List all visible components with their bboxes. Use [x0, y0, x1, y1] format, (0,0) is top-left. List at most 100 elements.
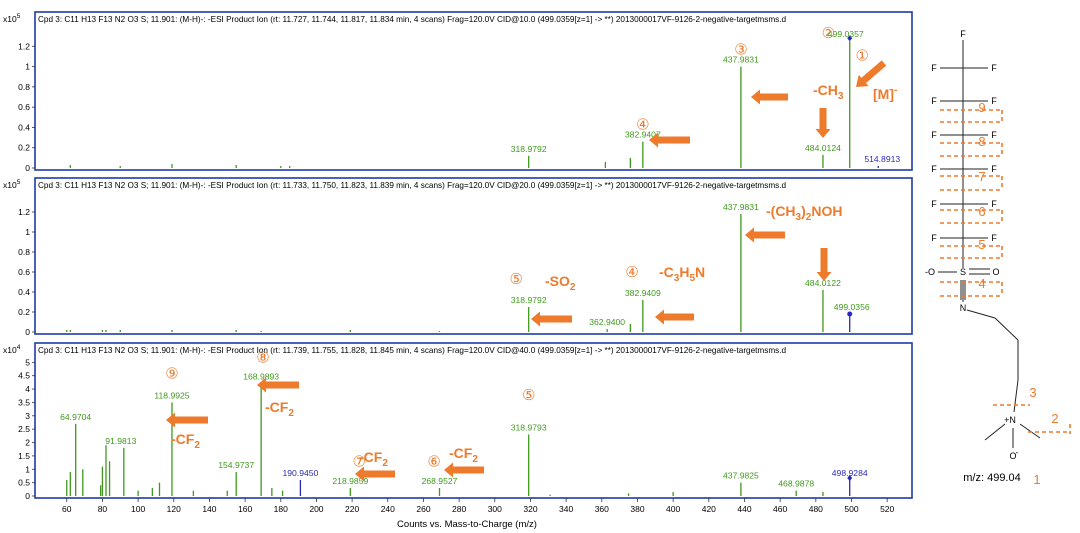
- loss-label: -CF2: [265, 399, 294, 419]
- x-tick-label: 340: [559, 504, 573, 514]
- loss-label: -(CH3)2NOH: [766, 203, 842, 223]
- text-part: -(CH: [766, 203, 796, 219]
- y-tick-label: 0.6: [18, 102, 30, 112]
- fragment-marker: ⑦: [353, 454, 366, 471]
- text-part: x10: [3, 180, 17, 190]
- x-tick-label: 160: [238, 504, 252, 514]
- text-part: 2: [382, 458, 388, 469]
- peak-label: 437.9831: [723, 202, 759, 212]
- left-arrow: [444, 462, 484, 478]
- atom-label: F: [931, 130, 937, 140]
- cleavage-number: 4: [978, 276, 985, 291]
- peak-label: 484.0122: [805, 278, 841, 288]
- atom-label: +N: [1004, 415, 1016, 425]
- panel-2: Cpd 3: C11 H13 F13 N2 O3 S; 11.901: (M-H…: [3, 177, 913, 337]
- x-tick-label: 520: [880, 504, 894, 514]
- text-part: -CF: [265, 399, 289, 415]
- x-tick-label: 380: [630, 504, 644, 514]
- text-part: 5: [17, 13, 21, 20]
- text-part: x10: [3, 14, 17, 24]
- atom-label: F: [931, 199, 937, 209]
- atom-label: F: [991, 63, 997, 73]
- peak-label: 218.9859: [332, 476, 368, 486]
- loss-label: -C3H5N: [659, 264, 705, 284]
- bond: [984, 423, 1006, 441]
- cleavage-number: 9: [978, 100, 985, 115]
- cleavage-number: 5: [978, 237, 985, 252]
- peak-label: 468.9878: [778, 479, 814, 489]
- precursor-marker: [847, 311, 853, 317]
- spectra-panels: Cpd 3: C11 H13 F13 N2 O3 S; 11.901: (M-H…: [3, 11, 913, 501]
- fragment-marker: ③: [734, 41, 747, 58]
- y-tick-label: 5: [25, 357, 30, 367]
- atom-label: F: [931, 63, 937, 73]
- cleavage-number: 6: [978, 204, 985, 219]
- precursor-marker: [847, 474, 853, 481]
- x-tick-label: 60: [62, 504, 72, 514]
- bond: [1013, 379, 1019, 413]
- x-tick-label: 400: [666, 504, 680, 514]
- panel-title: Cpd 3: C11 H13 F13 N2 O3 S; 11.901: (M-H…: [38, 15, 787, 24]
- y-tick-label: 1.2: [18, 41, 30, 51]
- fragment-marker: ⑥: [427, 454, 440, 471]
- left-arrow: [751, 89, 788, 105]
- atom-label: O: [992, 267, 999, 277]
- x-tick-label: 200: [309, 504, 323, 514]
- x-tick-label: 460: [773, 504, 787, 514]
- x-tick-label: 500: [844, 504, 858, 514]
- loss-label: -CF2: [171, 431, 200, 451]
- atom-label: F: [991, 199, 997, 209]
- atom-label: O: [1009, 451, 1016, 461]
- x-tick-label: 420: [702, 504, 716, 514]
- x-tick-label: 480: [809, 504, 823, 514]
- left-arrow: [745, 227, 785, 243]
- text-part: -CF: [171, 431, 195, 447]
- y-tick-label: 3: [25, 411, 30, 421]
- peak-label: 484.0124: [805, 143, 841, 153]
- atom-label: F: [960, 29, 966, 39]
- loss-label: -CF2: [359, 449, 388, 469]
- x-tick-label: 100: [131, 504, 145, 514]
- loss-label: -SO2: [545, 273, 576, 293]
- x-axis-label: Counts vs. Mass-to-Charge (m/z): [397, 519, 537, 530]
- fragmentation-arrows: [166, 60, 887, 482]
- cleavage-number: 8: [978, 134, 985, 149]
- y-tick-label: 0.5: [18, 478, 30, 488]
- x-tick-label: 240: [381, 504, 395, 514]
- peak-label: 437.9831: [723, 55, 759, 65]
- x-tick-label: 120: [167, 504, 181, 514]
- text-part: [M]: [873, 86, 894, 102]
- x-tick-label: 220: [345, 504, 359, 514]
- text-part: -CF: [359, 449, 383, 465]
- y-tick-label: 0.2: [18, 307, 30, 317]
- text-part: 3: [796, 212, 802, 223]
- panel-title: Cpd 3: C11 H13 F13 N2 O3 S; 11.901: (M-H…: [38, 181, 787, 190]
- text-part: 2: [472, 454, 478, 465]
- y-tick-label: 1: [25, 464, 30, 474]
- molecule-structure: FF FF FF FF FF FF F-O S ON+NO -m/z: 499.049876543…: [925, 29, 1071, 487]
- bond: [994, 317, 1019, 341]
- atom-label: F: [931, 233, 937, 243]
- left-arrow: [531, 311, 572, 327]
- cleavage-number: 2: [1051, 411, 1058, 426]
- panel-title: Cpd 3: C11 H13 F13 N2 O3 S; 11.901: (M-H…: [38, 346, 787, 355]
- left-arrow: [166, 412, 208, 428]
- y-tick-label: 1.2: [18, 207, 30, 217]
- peak-label: 318.9792: [511, 144, 547, 154]
- down-arrow: [816, 248, 832, 281]
- text-part: -: [894, 85, 897, 96]
- y-tick-label: 1.5: [18, 451, 30, 461]
- text-part: N: [695, 264, 705, 280]
- atom-label: -O: [925, 267, 935, 277]
- peak-label: 498.9284: [832, 468, 868, 478]
- left-arrow: [355, 466, 395, 482]
- peak-label: 437.9825: [723, 471, 759, 481]
- peak-label: 318.9792: [511, 295, 547, 305]
- panel-3: Cpd 3: C11 H13 F13 N2 O3 S; 11.901: (M-H…: [3, 342, 913, 501]
- y-tick-label: 0.4: [18, 287, 30, 297]
- panel-1: Cpd 3: C11 H13 F13 N2 O3 S; 11.901: (M-H…: [3, 11, 913, 173]
- peak-label: 190.9450: [282, 468, 318, 478]
- y-tick-label: 0.8: [18, 82, 30, 92]
- text-part: 3: [674, 273, 680, 284]
- loss-annotations: -CH3 [M]--(CH3)2NOH-SO2-C3H5N-CF2-CF2-CF2…: [171, 82, 897, 469]
